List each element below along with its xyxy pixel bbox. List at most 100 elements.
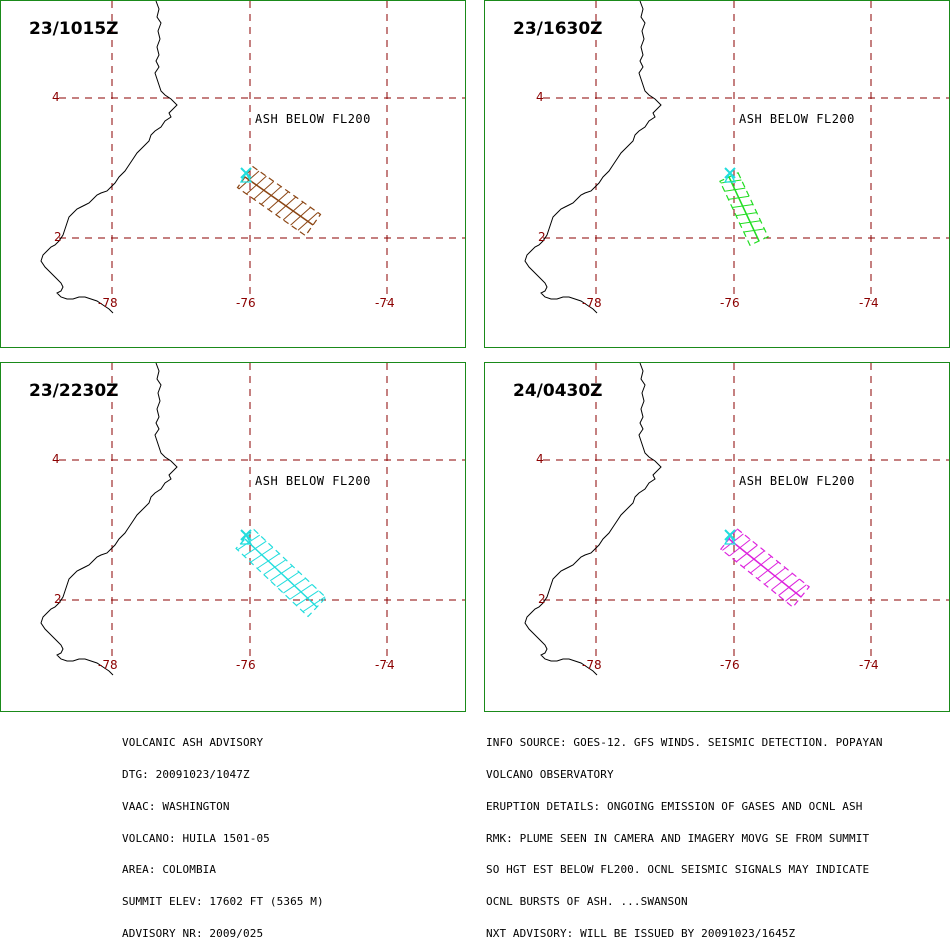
plume-hatch [253,181,275,200]
map-panel-2: 23/1630Z ASH BELOW FL200 4 2 -78 -76 -74 [484,0,950,348]
plume-hatch [296,590,319,606]
map-panel-1: 23/1015Z ASH BELOW FL200 4 2 -78 -76 -74 [0,0,466,348]
lat-label-4: 4 [536,452,544,466]
lat-label-4: 4 [52,90,60,104]
panel-time-label: 23/1015Z [29,19,119,39]
plume-hatch [243,540,267,557]
plume-hatch [297,212,319,231]
plume-hatch [743,550,765,568]
map-canvas [40,363,465,676]
lon-label-74: -74 [859,296,879,310]
advisory-line: INFO SOURCE: GOES-12. GFS WINDS. SEISMIC… [486,736,883,750]
plume-hatch [785,584,807,602]
coastline [40,363,178,676]
advisory-line: AREA: COLOMBIA [122,863,217,877]
lon-label-78: -78 [582,296,602,310]
advisory-line: VOLCANO: HUILA 1501-05 [122,831,270,845]
plume-hatch [736,212,757,217]
advisory-line: ERUPTION DETAILS: ONGOING EMISSION OF GA… [486,799,863,813]
map-canvas [524,363,949,676]
plume-hatch [268,191,289,210]
plume-hatch [764,567,786,585]
panel-time-label: 23/1630Z [513,19,603,39]
volcano-triangle-icon [723,171,737,183]
plume-hatch [283,577,306,594]
plume-hatch [269,565,293,582]
plume-hatch [750,556,772,574]
lon-label-76: -76 [720,658,740,672]
volcano-triangle-icon [723,533,737,545]
lat-label-2: 2 [54,230,62,244]
plume-hatch [246,175,267,195]
advisory-line: DTG: 20091023/1047Z [122,767,250,781]
plume-hatch [250,546,274,563]
lon-label-78: -78 [582,658,602,672]
lon-label-76: -76 [236,296,256,310]
ash-plume [235,528,327,618]
advisory-header-block: VOLCANIC ASH ADVISORY DTG: 20091023/1047… [122,717,324,950]
ash-plume [719,171,769,247]
advisory-line: VAAC: WASHINGTON [122,799,230,813]
plume-hatch [778,578,800,596]
ash-height-label: ASH BELOW FL200 [739,112,855,126]
map-canvas [40,1,465,314]
plume-hatch [728,195,750,200]
map-panel-3: 23/2230Z ASH BELOW FL200 4 2 -78 -76 -74 [0,362,466,712]
ash-height-label: ASH BELOW FL200 [255,112,371,126]
volcano-triangle-icon [239,171,253,183]
plume-hatch [732,203,753,208]
volcano-triangle-icon [239,533,253,545]
lat-label-4: 4 [52,452,60,466]
plume-hatch [302,596,326,613]
lon-label-74: -74 [375,658,395,672]
plume-hatch [724,187,746,192]
plume-hatch [729,539,751,557]
plume-hatch [743,228,765,233]
lon-label-78: -78 [98,658,118,672]
plume-hatch [260,186,282,205]
map-canvas [524,1,949,314]
lat-label-4: 4 [536,90,544,104]
advisory-line: NXT ADVISORY: WILL BE ISSUED BY 20091023… [486,926,796,940]
lon-label-76: -76 [236,658,256,672]
advisory-line: OCNL BURSTS OF ASH. ...SWANSON [486,895,688,909]
lon-label-78: -78 [98,296,118,310]
plume-hatch [722,533,744,551]
lon-label-74: -74 [375,296,395,310]
panel-time-label: 24/0430Z [513,381,603,401]
plume-hatch [263,559,287,575]
map-panel-4: 24/0430Z ASH BELOW FL200 4 2 -78 -76 -74 [484,362,950,712]
plume-hatch [275,196,297,216]
ash-plume [720,528,810,608]
ash-height-label: ASH BELOW FL200 [255,474,371,488]
advisory-line: RMK: PLUME SEEN IN CAMERA AND IMAGERY MO… [486,831,870,845]
plume-hatch [739,220,761,225]
panel-time-label: 23/2230Z [29,381,119,401]
ash-height-label: ASH BELOW FL200 [739,474,855,488]
advisory-line: VOLCANO OBSERVATORY [486,767,614,781]
advisory-line: VOLCANIC ASH ADVISORY [122,736,264,750]
advisory-line: SO HGT EST BELOW FL200. OCNL SEISMIC SIG… [486,863,870,877]
plume-hatch [282,201,304,221]
plume-hatch [237,534,261,551]
advisory-line: SUMMIT ELEV: 17602 FT (5365 M) [122,895,324,909]
plume-hatch [290,206,311,226]
plume-hatch [771,573,793,591]
coastline [524,1,662,314]
lon-label-74: -74 [859,658,879,672]
plume-hatch [256,553,280,569]
plume-hatch [736,544,758,563]
lon-label-76: -76 [720,296,740,310]
lat-label-2: 2 [54,592,62,606]
plume-hatch [276,571,300,588]
lat-label-2: 2 [538,230,546,244]
plume-hatch [757,561,779,580]
lat-label-2: 2 [538,592,546,606]
ash-plume [236,165,322,237]
plume-axis [244,176,314,226]
advisory-details-block: INFO SOURCE: GOES-12. GFS WINDS. SEISMIC… [486,717,883,950]
plume-hatch [289,584,313,600]
coastline [524,363,662,676]
advisory-line: ADVISORY NR: 2009/025 [122,926,264,940]
coastline [40,1,178,314]
